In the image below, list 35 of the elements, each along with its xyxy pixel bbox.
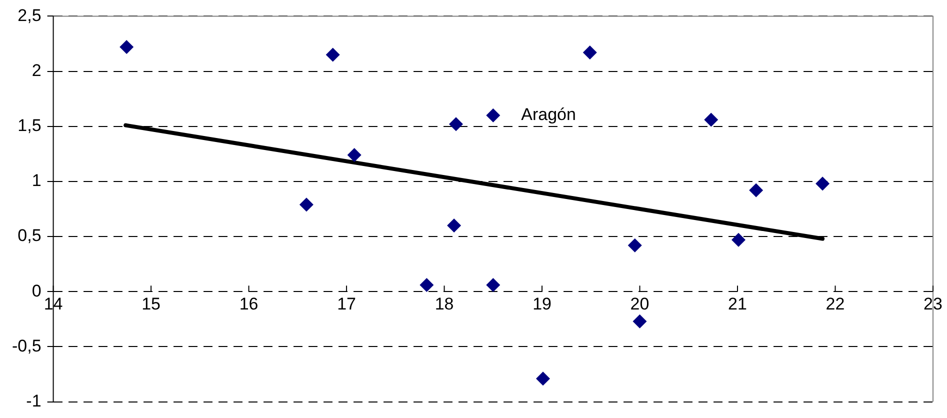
point — [486, 108, 500, 122]
point — [704, 112, 718, 127]
point — [632, 314, 647, 328]
point — [628, 238, 642, 252]
y-tick-label: 0 — [32, 281, 42, 300]
x-tick-label: 22 — [826, 294, 845, 314]
y-tick-label: 1,5 — [18, 116, 42, 136]
x-tick-label: 21 — [728, 294, 747, 314]
point — [816, 176, 830, 191]
point — [449, 117, 464, 132]
point — [326, 48, 340, 62]
y-tick-label: 2,5 — [18, 6, 42, 25]
y-tick-label: 0,5 — [18, 226, 42, 246]
point — [749, 183, 764, 198]
y-tick-label: 2 — [32, 60, 42, 80]
point — [420, 278, 434, 292]
x-tick-label: 17 — [337, 294, 356, 314]
x-tick-label: 23 — [924, 294, 942, 314]
point — [447, 218, 462, 233]
x-tick-label: 19 — [532, 294, 552, 314]
x-tick-label: 16 — [239, 294, 258, 314]
point — [486, 278, 500, 292]
point — [347, 148, 362, 162]
y-tick-label: 1 — [32, 171, 42, 190]
point — [120, 40, 134, 54]
point — [582, 46, 597, 60]
x-tick-label: 18 — [434, 294, 454, 314]
point — [536, 372, 550, 386]
x-tick-label: 20 — [630, 294, 650, 314]
y-tick-label: -1 — [26, 391, 42, 410]
annotation: Aragón — [521, 105, 576, 124]
point — [299, 198, 314, 212]
y-tick-label: -0,5 — [12, 336, 42, 356]
x-tick-label: 15 — [142, 294, 160, 314]
point — [731, 232, 746, 247]
